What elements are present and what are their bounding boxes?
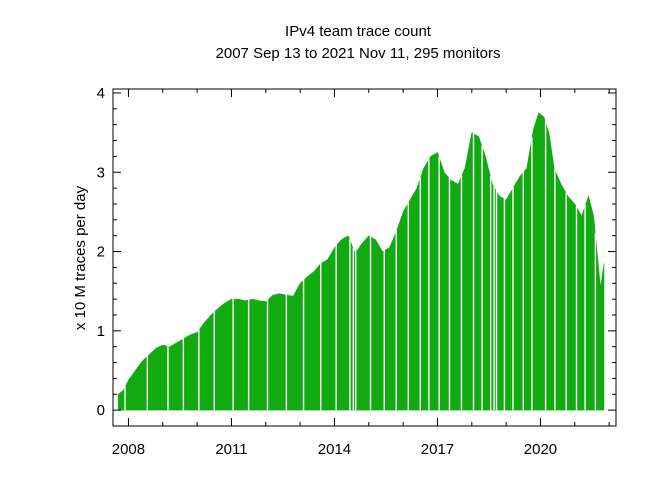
y-tick-label: 3 <box>97 164 105 181</box>
y-tick-label: 4 <box>97 85 105 102</box>
chart-title: IPv4 team trace count <box>285 23 432 40</box>
y-tick-label: 2 <box>97 244 105 261</box>
plot-area: 2008 2011 2014 2017 2020 0 1 2 3 4 <box>97 85 617 458</box>
plot-frame <box>112 88 617 427</box>
x-tick-label: 2014 <box>318 441 351 458</box>
x-tick-label: 2011 <box>215 441 247 458</box>
y-axis-label: x 10 M traces per day <box>72 185 89 330</box>
x-tick-label: 2017 <box>421 441 454 458</box>
y-tick-label: 0 <box>97 402 105 419</box>
x-tick-label: 2008 <box>112 441 145 458</box>
y-tick-label: 1 <box>97 323 105 340</box>
trace-count-area <box>117 112 605 411</box>
x-tick-label: 2020 <box>524 441 557 458</box>
chart-subtitle: 2007 Sep 13 to 2021 Nov 11, 295 monitors <box>216 45 501 62</box>
